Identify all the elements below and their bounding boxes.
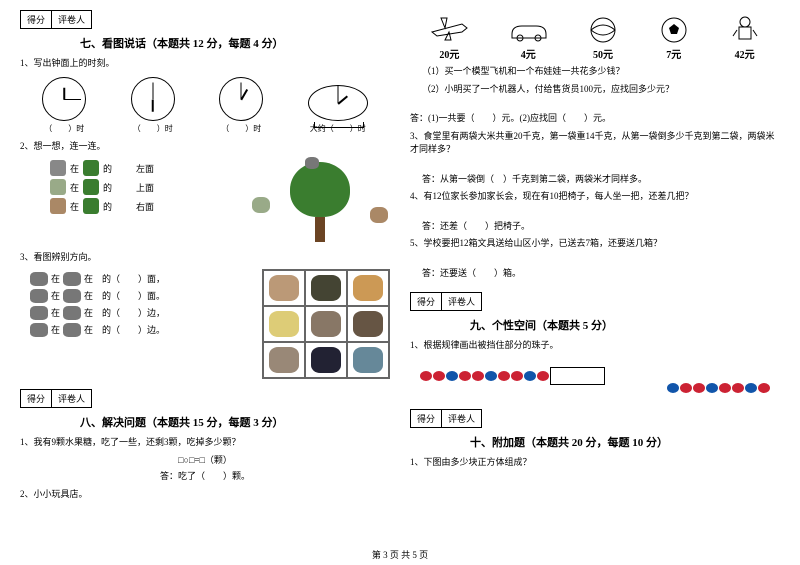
toy-airplane: 20元: [427, 14, 471, 61]
section-10-title: 十、附加题（本题共 20 分，每题 10 分）: [470, 434, 780, 450]
soccer-icon: [656, 14, 692, 44]
toy-row: 20元 4元 50元 7元 42元: [410, 14, 780, 61]
q7-1: 1、写出钟面上的时刻。: [20, 57, 390, 71]
q4ans: 答：还差（ ）把椅子。: [422, 220, 780, 234]
q3: 3、食堂里有两袋大米共重20千克，第一袋重14千克，从第一袋倒多少千克到第二袋，…: [410, 130, 780, 157]
animal-grid: [262, 269, 390, 379]
score-label: 得分: [21, 11, 52, 28]
score-box-10: 得分 评卷人: [410, 409, 482, 428]
tree-icon: [83, 160, 99, 176]
toy-soccer: 7元: [656, 14, 692, 61]
toy-robot: 42元: [727, 14, 763, 61]
toy-car: 4元: [506, 14, 550, 61]
q7-3: 3、看图辨别方向。: [20, 251, 390, 265]
tree-icon: [83, 198, 99, 214]
toy-ball: 50元: [585, 14, 621, 61]
q7-2: 2、想一想，连一连。: [20, 140, 390, 154]
airplane-icon: [427, 14, 471, 44]
tree-icon: [83, 179, 99, 195]
clock-row: （ ）时 （ ）时 （ ）时 大约（ ）时: [20, 77, 390, 134]
section-8-title: 八、解决问题（本题共 15 分，每题 3 分）: [80, 414, 390, 430]
q4: 4、有12位家长参加家长会，现在有10把椅子，每人坐一把，还差几把？: [410, 190, 780, 204]
q2a: （1）买一个模型飞机和一个布娃娃一共花多少钱？: [422, 65, 780, 79]
pos-row-2: 在 的 上面: [50, 179, 242, 195]
squirrel-icon: [50, 198, 66, 214]
dir-1: 在在 的（ ）面，: [30, 272, 256, 286]
q2b: （2）小明买了一个机器人，付给售货员100元，应找回多少元？: [422, 83, 780, 97]
q8-1: 1、我有9颗水果糖，吃了一些，还剩3颗，吃掉多少颗？: [20, 436, 390, 450]
left-column: 得分 评卷人 七、看图说话（本题共 12 分，每题 4 分） 1、写出钟面上的时…: [20, 10, 390, 505]
clock-2: （ ）时: [131, 77, 175, 134]
hidden-beads-box: [550, 367, 605, 385]
clock-3: （ ）时: [219, 77, 263, 134]
car-icon: [506, 14, 550, 44]
q5: 5、学校要把12箱文具送给山区小学，已送去7箱，还要送几箱？: [410, 237, 780, 251]
bird-icon: [50, 160, 66, 176]
q8-1-ans: 答：吃了（ ）颗。: [20, 470, 390, 484]
q2ans: 答：(1)一共要（ ）元。(2)应找回（ ）元。: [410, 112, 780, 126]
q8-2: 2、小小玩具店。: [20, 488, 390, 502]
q5ans: 答：还要送（ ）箱。: [422, 267, 780, 281]
clock-4: 大约（ ）时: [308, 85, 368, 134]
grader-label: 评卷人: [52, 11, 91, 28]
section-7-title: 七、看图说话（本题共 12 分，每题 4 分）: [80, 35, 390, 51]
right-column: 20元 4元 50元 7元 42元 （1）买一个模型飞机和一个布娃娃一共花多少钱…: [410, 10, 780, 505]
robot-icon: [727, 14, 763, 44]
q9-1: 1、根据规律画出被挡住部分的珠子。: [410, 339, 780, 353]
q10-1: 1、下图由多少块正方体组成？: [410, 456, 780, 470]
score-box-9: 得分 评卷人: [410, 292, 482, 311]
pos-row-3: 在 的 右面: [50, 198, 242, 214]
dir-2: 在在 的（ ）面。: [30, 289, 256, 303]
pos-row-1: 在 的 左面: [50, 160, 242, 176]
score-box-7: 得分 评卷人: [20, 10, 92, 29]
clock-1: （ ）时: [42, 77, 86, 134]
page-footer: 第 3 页 共 5 页: [0, 548, 800, 561]
score-box-8: 得分 评卷人: [20, 389, 92, 408]
rabbit-icon: [50, 179, 66, 195]
ball-icon: [585, 14, 621, 44]
section-9-title: 九、个性空间（本题共 5 分）: [470, 317, 780, 333]
bead-pattern: [410, 361, 780, 401]
q8-1-box: □○□=□（颗）: [20, 453, 390, 466]
dir-4: 在在 的（ ）边。: [30, 323, 256, 337]
tree-scene: [250, 157, 390, 247]
dir-3: 在在 的（ ）边，: [30, 306, 256, 320]
q3ans: 答：从第一袋倒（ ）千克到第二袋，两袋米才同样多。: [422, 173, 780, 187]
